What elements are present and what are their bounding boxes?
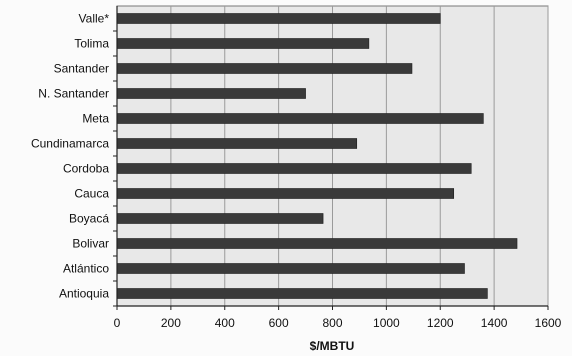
y-category-label: Cauca	[74, 187, 109, 201]
bar-bolivar	[116, 238, 518, 249]
y-category-label: Antioquia	[59, 287, 109, 301]
bar-cauca	[116, 188, 455, 199]
x-tick-label: 800	[322, 316, 342, 330]
bar-boyac	[116, 213, 324, 224]
y-category-label: N. Santander	[38, 87, 109, 101]
x-tick-label: 1200	[427, 316, 454, 330]
x-tick-label: 600	[269, 316, 289, 330]
y-tick-labels: Valle* Tolima Santander N. Santander Meta Cun…	[31, 12, 117, 307]
x-tick-label: 1000	[373, 316, 400, 330]
bar-cundinamarca	[116, 138, 358, 149]
y-category-label: Cundinamarca	[31, 137, 109, 151]
bar-atl-ntico	[116, 263, 465, 274]
x-tick-label: 0	[114, 316, 121, 330]
bar-cordoba	[116, 163, 472, 174]
bar-meta	[116, 113, 484, 124]
x-tick-label: 400	[215, 316, 235, 330]
x-tick-label: 1600	[535, 316, 562, 330]
y-category-label: Atlántico	[63, 262, 109, 276]
bar-n-santander	[116, 88, 306, 99]
x-tick-label: 200	[161, 316, 181, 330]
y-category-label: Boyacá	[69, 212, 109, 226]
y-category-label: Bolivar	[72, 237, 109, 251]
bar-tolima	[116, 38, 370, 49]
bar-valle	[116, 13, 441, 24]
bar-santander	[116, 63, 413, 74]
y-category-label: Valle*	[79, 12, 110, 26]
y-category-label: Cordoba	[63, 162, 109, 176]
y-category-label: Santander	[54, 62, 109, 76]
x-tick-label: 1400	[481, 316, 508, 330]
bar-antioquia	[116, 288, 488, 299]
x-axis-label: $/MBTU	[310, 339, 355, 353]
y-category-label: Tolima	[74, 37, 109, 51]
y-category-label: Meta	[82, 112, 109, 126]
grid-lines	[170, 6, 549, 306]
x-tick-labels: 0 200 400 600 800 1000 1200 1400 1600	[114, 306, 562, 330]
